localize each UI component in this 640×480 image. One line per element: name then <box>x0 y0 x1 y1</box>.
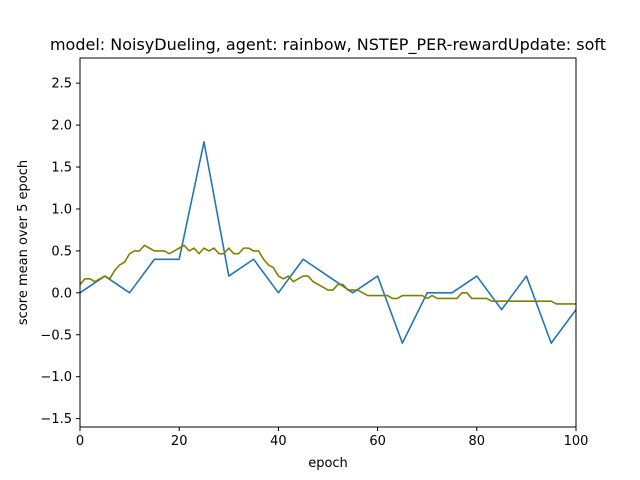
chart-title: model: NoisyDueling, agent: rainbow, NST… <box>50 35 606 55</box>
y-tick-label: 2.5 <box>51 77 72 92</box>
y-tick-label: −1.5 <box>40 412 72 427</box>
y-axis: −1.5 −1.0 −0.5 0.0 0.5 1.0 1.5 2.0 2.5 <box>40 77 80 427</box>
x-axis: 0 20 40 60 80 100 <box>76 427 589 449</box>
y-tick-label: 1.0 <box>51 202 72 217</box>
x-tick-label: 60 <box>369 434 386 449</box>
series-line-2 <box>79 244 576 305</box>
series-line-1 <box>79 141 577 344</box>
x-axis-label: epoch <box>308 456 348 471</box>
y-tick-label: −0.5 <box>40 328 72 343</box>
y-tick-label: 1.5 <box>51 161 72 176</box>
y-tick-label: 2.0 <box>51 119 72 134</box>
plot-frame <box>79 57 577 428</box>
y-tick-label: 0.0 <box>51 286 72 301</box>
x-tick-label: 40 <box>270 434 287 449</box>
x-tick-label: 0 <box>76 434 84 449</box>
plot-area <box>79 57 577 428</box>
y-axis-label: score mean over 5 epoch <box>16 160 31 325</box>
x-tick-label: 100 <box>564 434 589 449</box>
y-tick-label: 0.5 <box>51 244 72 259</box>
x-tick-label: 80 <box>469 434 486 449</box>
y-tick-label: −1.0 <box>40 370 72 385</box>
x-tick-label: 20 <box>171 434 188 449</box>
series-layer <box>79 141 577 344</box>
